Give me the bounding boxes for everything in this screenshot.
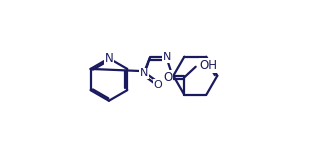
Text: O: O (154, 80, 163, 90)
Text: N: N (140, 68, 148, 78)
Text: N: N (163, 52, 171, 62)
Text: O: O (163, 71, 173, 84)
Text: N: N (105, 52, 113, 65)
Text: OH: OH (200, 59, 217, 72)
